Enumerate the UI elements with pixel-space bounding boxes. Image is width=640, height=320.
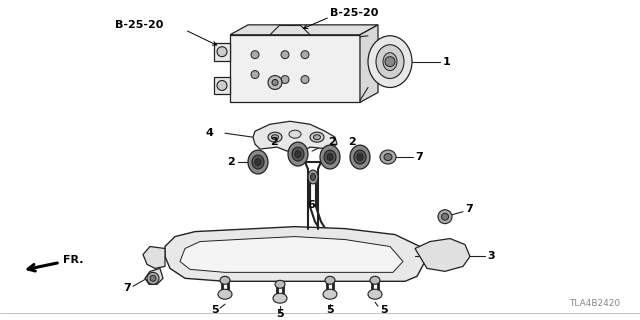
Text: 1: 1 [443, 57, 451, 67]
Ellipse shape [354, 150, 366, 164]
Circle shape [251, 71, 259, 78]
Text: 3: 3 [487, 252, 495, 261]
Ellipse shape [252, 155, 264, 169]
Polygon shape [180, 236, 403, 272]
Ellipse shape [248, 150, 268, 174]
Ellipse shape [368, 289, 382, 299]
Circle shape [281, 51, 289, 59]
Ellipse shape [292, 147, 304, 161]
Text: 2: 2 [270, 137, 278, 147]
Ellipse shape [384, 154, 392, 161]
Ellipse shape [438, 210, 452, 224]
Ellipse shape [368, 36, 412, 87]
Text: TLA4B2420: TLA4B2420 [569, 299, 620, 308]
Text: 5: 5 [326, 305, 334, 315]
Ellipse shape [310, 132, 324, 142]
Ellipse shape [370, 276, 380, 284]
Text: 7: 7 [415, 152, 423, 162]
Text: 2: 2 [227, 157, 235, 167]
Text: 5: 5 [276, 309, 284, 319]
Ellipse shape [357, 154, 363, 161]
Ellipse shape [289, 130, 301, 138]
Polygon shape [214, 76, 230, 94]
Circle shape [251, 51, 259, 59]
Text: 2: 2 [328, 137, 336, 147]
Ellipse shape [325, 276, 335, 284]
Text: 2: 2 [348, 137, 356, 147]
Ellipse shape [314, 135, 321, 140]
Ellipse shape [327, 154, 333, 161]
Ellipse shape [324, 150, 336, 164]
Circle shape [217, 47, 227, 57]
Polygon shape [230, 35, 360, 102]
Circle shape [301, 76, 309, 84]
Polygon shape [214, 43, 230, 60]
Ellipse shape [310, 173, 316, 180]
Polygon shape [415, 239, 470, 271]
Text: 5: 5 [211, 305, 219, 315]
Polygon shape [360, 25, 378, 102]
Text: FR.: FR. [63, 255, 83, 265]
Ellipse shape [268, 132, 282, 142]
Polygon shape [230, 25, 378, 35]
Text: 6: 6 [307, 200, 315, 210]
Polygon shape [165, 227, 425, 281]
Ellipse shape [273, 293, 287, 303]
Ellipse shape [308, 170, 318, 184]
Circle shape [385, 57, 395, 67]
Ellipse shape [218, 289, 232, 299]
Ellipse shape [220, 276, 230, 284]
Circle shape [268, 76, 282, 90]
Ellipse shape [376, 45, 404, 78]
Ellipse shape [323, 289, 337, 299]
Text: 4: 4 [205, 128, 213, 138]
Ellipse shape [380, 150, 396, 164]
Text: B-25-20: B-25-20 [115, 20, 163, 30]
Ellipse shape [150, 275, 156, 281]
Ellipse shape [350, 145, 370, 169]
Polygon shape [145, 268, 163, 284]
Polygon shape [143, 246, 165, 268]
Text: 7: 7 [465, 204, 473, 214]
Circle shape [272, 80, 278, 85]
Circle shape [217, 81, 227, 91]
Ellipse shape [275, 280, 285, 288]
Ellipse shape [320, 145, 340, 169]
Ellipse shape [271, 135, 278, 140]
Ellipse shape [255, 158, 261, 165]
Text: 7: 7 [124, 283, 131, 293]
Circle shape [281, 76, 289, 84]
Ellipse shape [383, 53, 397, 71]
Ellipse shape [288, 142, 308, 166]
Text: B-25-20: B-25-20 [330, 8, 378, 18]
Circle shape [301, 51, 309, 59]
Polygon shape [253, 121, 337, 151]
Ellipse shape [442, 213, 449, 220]
Text: 5: 5 [380, 305, 388, 315]
Ellipse shape [147, 272, 159, 284]
Ellipse shape [295, 151, 301, 157]
